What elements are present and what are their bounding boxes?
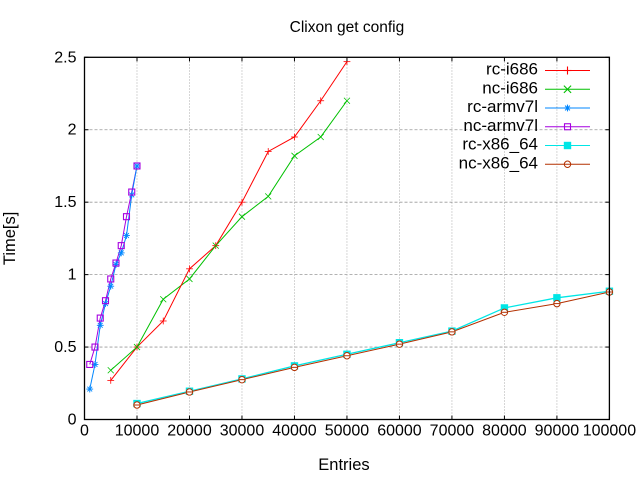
svg-text:90000: 90000: [535, 423, 580, 440]
svg-text:Clixon get config: Clixon get config: [290, 19, 405, 36]
svg-text:Entries: Entries: [318, 456, 369, 474]
svg-text:Time[s]: Time[s]: [1, 212, 19, 265]
svg-text:rc-armv7l: rc-armv7l: [467, 97, 538, 116]
svg-text:0: 0: [68, 412, 77, 429]
svg-text:100000: 100000: [583, 423, 636, 440]
svg-text:10000: 10000: [115, 423, 160, 440]
svg-text:2: 2: [68, 122, 77, 139]
svg-text:nc-x86_64: nc-x86_64: [459, 153, 538, 172]
svg-text:1: 1: [68, 267, 77, 284]
svg-text:nc-armv7l: nc-armv7l: [463, 116, 538, 135]
svg-text:2.5: 2.5: [54, 49, 76, 66]
svg-text:40000: 40000: [272, 423, 317, 440]
svg-text:0.5: 0.5: [54, 339, 76, 356]
svg-text:20000: 20000: [167, 423, 212, 440]
svg-text:0: 0: [80, 423, 89, 440]
svg-text:rc-x86_64: rc-x86_64: [462, 135, 538, 154]
svg-text:nc-i686: nc-i686: [482, 78, 538, 97]
svg-text:50000: 50000: [325, 423, 370, 440]
svg-text:60000: 60000: [377, 423, 422, 440]
svg-text:rc-i686: rc-i686: [486, 60, 538, 79]
svg-text:70000: 70000: [430, 423, 475, 440]
svg-text:1.5: 1.5: [54, 194, 76, 211]
svg-text:80000: 80000: [482, 423, 527, 440]
svg-text:30000: 30000: [220, 423, 265, 440]
